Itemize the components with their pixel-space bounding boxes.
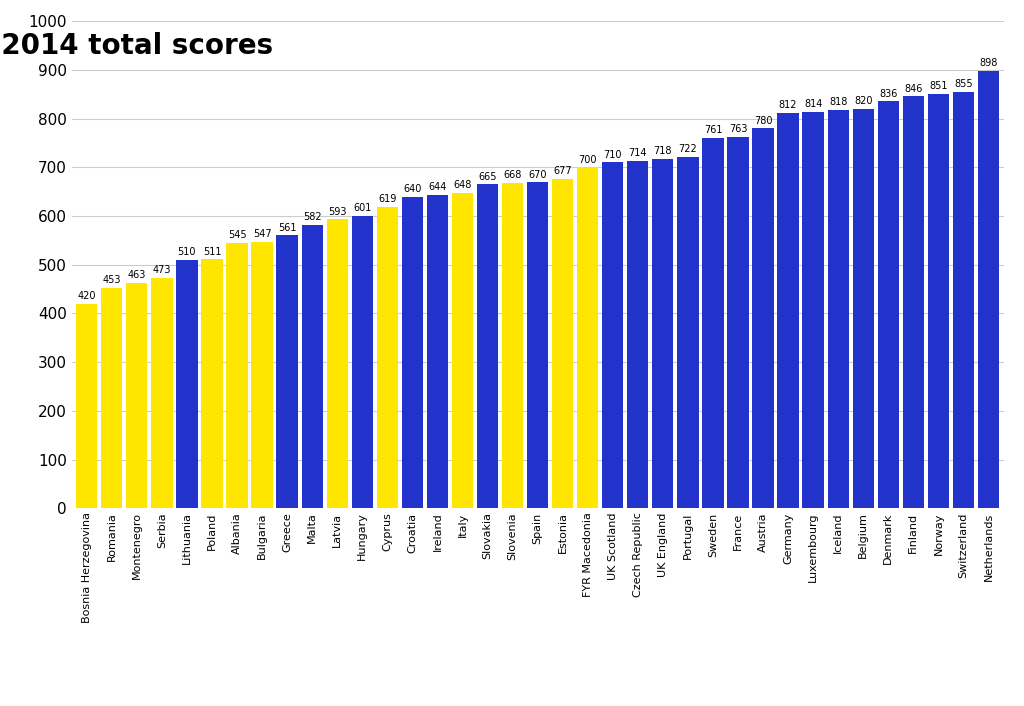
Text: 820: 820 (854, 97, 872, 107)
Bar (627, 160, 648, 508)
Bar (652, 159, 674, 508)
Text: 640: 640 (403, 184, 422, 194)
Text: 761: 761 (703, 125, 722, 135)
Text: 601: 601 (353, 203, 372, 213)
Text: 714: 714 (629, 148, 647, 158)
Text: 670: 670 (528, 169, 547, 179)
Text: 668: 668 (504, 170, 522, 181)
Bar (252, 242, 272, 508)
Bar (928, 94, 949, 508)
Bar (903, 96, 924, 508)
Text: 593: 593 (328, 207, 346, 217)
Text: EHCI 2014 total scores: EHCI 2014 total scores (0, 32, 273, 59)
Text: 453: 453 (102, 275, 121, 285)
Text: 718: 718 (653, 146, 672, 156)
Bar (978, 71, 999, 508)
Bar (753, 128, 774, 508)
Bar (377, 207, 398, 508)
Bar (702, 138, 724, 508)
Text: 855: 855 (954, 79, 973, 90)
Bar (477, 184, 498, 508)
Text: 846: 846 (904, 84, 923, 94)
Bar (176, 260, 198, 508)
Bar (502, 183, 523, 508)
Bar (552, 179, 573, 508)
Text: 473: 473 (153, 265, 171, 275)
Bar (126, 283, 147, 508)
Bar (527, 182, 548, 508)
Bar (952, 92, 974, 508)
Bar (76, 304, 97, 508)
Text: 898: 898 (979, 59, 997, 68)
Bar (878, 101, 899, 508)
Text: 722: 722 (679, 144, 697, 154)
Bar (803, 112, 823, 508)
Bar (452, 193, 473, 508)
Text: 677: 677 (553, 166, 572, 176)
Text: 545: 545 (227, 230, 247, 240)
Bar (727, 137, 749, 508)
Text: 619: 619 (378, 194, 396, 204)
Bar (226, 243, 248, 508)
Text: 818: 818 (829, 97, 848, 107)
Bar (101, 287, 123, 508)
Bar (301, 225, 323, 508)
Text: 763: 763 (729, 124, 748, 134)
Text: 420: 420 (78, 292, 96, 301)
Bar (578, 167, 598, 508)
Text: 780: 780 (754, 116, 772, 126)
Text: 814: 814 (804, 100, 822, 109)
Text: 710: 710 (603, 150, 622, 160)
Bar (401, 196, 423, 508)
Bar (351, 215, 373, 508)
Bar (777, 113, 799, 508)
Bar (853, 109, 873, 508)
Text: 648: 648 (454, 180, 472, 190)
Text: 463: 463 (128, 270, 146, 280)
Text: 836: 836 (880, 89, 897, 99)
Text: 561: 561 (278, 222, 296, 232)
Bar (202, 259, 222, 508)
Text: 511: 511 (203, 247, 221, 257)
Text: 700: 700 (579, 155, 597, 165)
Text: 665: 665 (478, 172, 497, 182)
Text: 582: 582 (303, 213, 322, 222)
Bar (427, 195, 449, 508)
Text: 547: 547 (253, 229, 271, 239)
Bar (327, 220, 348, 508)
Text: 510: 510 (177, 247, 197, 258)
Text: 851: 851 (929, 81, 947, 91)
Bar (152, 278, 172, 508)
Text: 812: 812 (779, 100, 798, 110)
Bar (677, 157, 698, 508)
Bar (602, 162, 624, 508)
Bar (276, 235, 298, 508)
Bar (827, 110, 849, 508)
Text: 644: 644 (428, 182, 446, 192)
